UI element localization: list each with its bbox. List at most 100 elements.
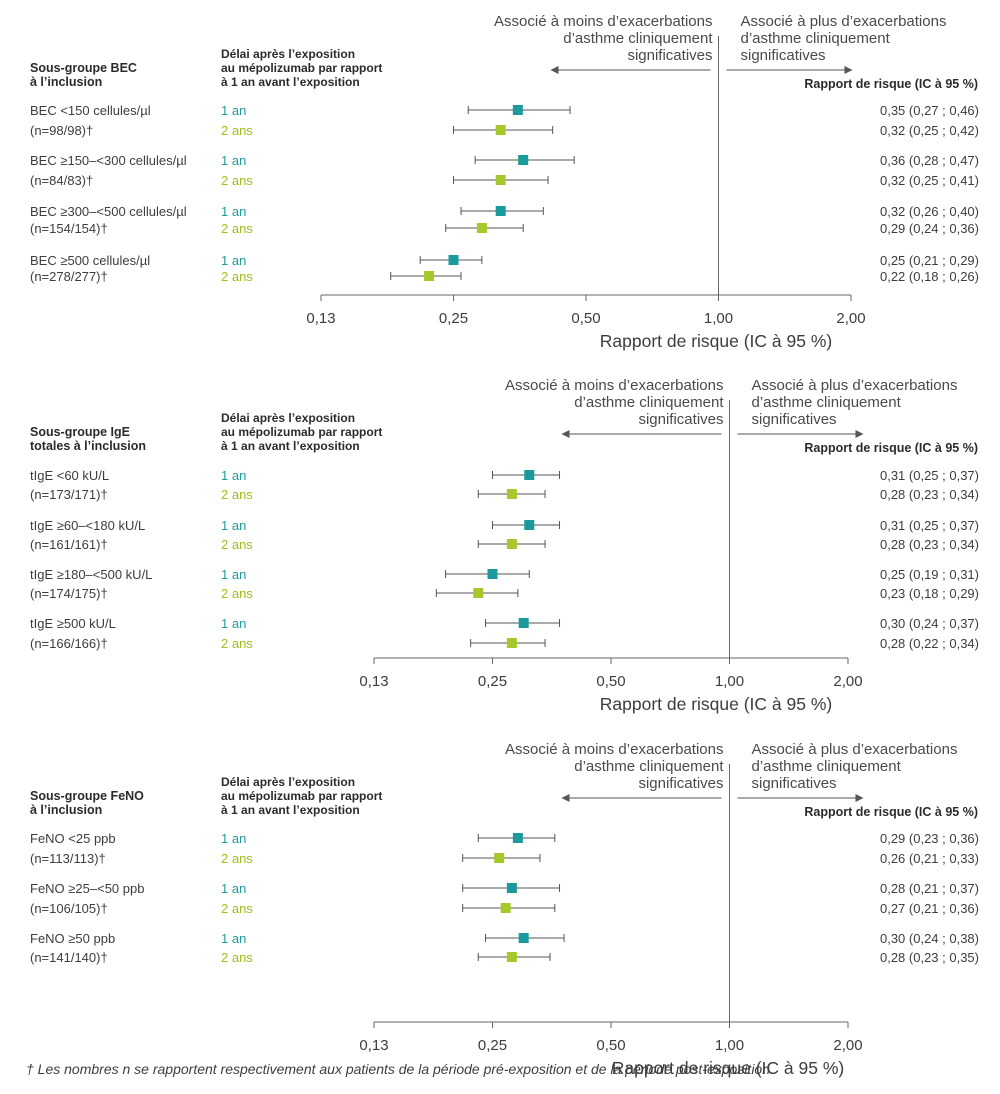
subgroup-label: BEC ≥500 cellules/µl [30,253,150,268]
hazard-ratio-point [506,489,517,499]
time-label: 2 ans [221,537,253,552]
x-axis-tick-label: 0,50 [596,1037,625,1054]
time-label: 2 ans [221,851,253,866]
time-label: 2 ans [221,123,253,138]
time-header: à 1 an avant l’exposition [221,439,360,453]
subgroup-header: à l’inclusion [30,803,102,817]
time-label: 1 an [221,103,246,118]
hazard-ratio-point [473,588,484,598]
hazard-ratio-value: 0,32 (0,25 ; 0,41) [880,173,979,188]
right-direction-text: d’asthme cliniquement [752,394,902,411]
right-arrow-head [855,430,864,438]
hazard-ratio-point [524,520,535,530]
hazard-ratio-value: 0,23 (0,18 ; 0,29) [880,586,979,601]
subgroup-header: totales à l’inclusion [30,439,146,453]
time-header: Délai après l’exposition [221,411,355,425]
right-arrow-head [855,794,864,802]
hazard-ratio-value: 0,30 (0,24 ; 0,38) [880,931,979,946]
subgroup-label: BEC ≥150–<300 cellules/µl [30,153,187,168]
right-direction-text: significatives [752,411,837,428]
hazard-ratio-point [495,175,506,185]
subgroup-label: tIgE <60 kU/L [30,468,109,483]
hazard-ratio-value: 0,25 (0,21 ; 0,29) [880,253,979,268]
footnote: † Les nombres n se rapportent respective… [26,1061,774,1077]
left-direction-text: d’asthme cliniquement [574,758,724,775]
left-direction-text: Associé à moins d’exacerbations [505,741,723,758]
time-header: Délai après l’exposition [221,775,355,789]
time-label: 2 ans [221,586,253,601]
hazard-ratio-value: 0,32 (0,25 ; 0,42) [880,123,979,138]
hazard-ratio-value: 0,35 (0,27 ; 0,46) [880,103,979,118]
hazard-ratio-value: 0,31 (0,25 ; 0,37) [880,518,979,533]
x-axis-tick-label: 0,13 [359,1037,388,1054]
right-arrow-head [844,66,853,74]
x-axis-tick-label: 0,50 [571,310,600,327]
x-axis-tick-label: 2,00 [836,310,865,327]
subgroup-n: (n=154/154)† [30,221,108,236]
hazard-ratio-value: 0,25 (0,19 ; 0,31) [880,567,979,582]
hazard-ratio-point [518,155,529,165]
time-label: 1 an [221,253,246,268]
x-axis-tick-label: 1,00 [715,1037,744,1054]
left-direction-text: significatives [638,775,723,792]
hazard-ratio-value: 0,26 (0,21 ; 0,33) [880,851,979,866]
time-header: Délai après l’exposition [221,47,355,61]
subgroup-label: FeNO ≥50 ppb [30,931,115,946]
subgroup-n: (n=174/175)† [30,586,108,601]
x-axis-tick-label: 2,00 [833,673,862,690]
hazard-ratio-point [518,933,529,943]
hazard-ratio-point [506,539,517,549]
time-label: 1 an [221,881,246,896]
subgroup-n: (n=98/98)† [30,123,93,138]
time-label: 2 ans [221,487,253,502]
left-arrow-head [561,794,570,802]
left-direction-text: significatives [627,47,712,64]
x-axis-tick-label: 2,00 [833,1037,862,1054]
subgroup-label: tIgE ≥60–<180 kU/L [30,518,145,533]
subgroup-label: BEC <150 cellules/µl [30,103,151,118]
right-direction-text: Associé à plus d’exacerbations [752,377,958,394]
forest-panel-2: Associé à moins d’exacerbationsd’asthme … [30,377,979,714]
subgroup-n: (n=141/140)† [30,950,108,965]
left-direction-text: d’asthme cliniquement [574,394,724,411]
hazard-ratio-value: 0,29 (0,24 ; 0,36) [880,221,979,236]
x-axis-tick-label: 1,00 [715,673,744,690]
subgroup-label: FeNO ≥25–<50 ppb [30,881,144,896]
x-axis-tick-label: 0,25 [439,310,468,327]
hazard-ratio-value: 0,31 (0,25 ; 0,37) [880,468,979,483]
time-label: 1 an [221,567,246,582]
subgroup-n: (n=278/277)† [30,269,108,284]
subgroup-n: (n=106/105)† [30,901,108,916]
hazard-ratio-value: 0,28 (0,22 ; 0,34) [880,636,979,651]
left-direction-text: Associé à moins d’exacerbations [505,377,723,394]
time-header: à 1 an avant l’exposition [221,75,360,89]
right-direction-text: d’asthme cliniquement [752,758,902,775]
hazard-ratio-point [487,569,498,579]
subgroup-n: (n=84/83)† [30,173,93,188]
time-label: 2 ans [221,950,253,965]
subgroup-header: à l’inclusion [30,75,102,89]
time-label: 1 an [221,204,246,219]
hazard-ratio-point [495,206,506,216]
time-label: 1 an [221,518,246,533]
time-label: 2 ans [221,269,253,284]
x-axis-tick-label: 0,50 [596,673,625,690]
forest-panel-3: Associé à moins d’exacerbationsd’asthme … [30,741,979,1078]
hazard-ratio-point [512,105,523,115]
x-axis-tick-label: 1,00 [704,310,733,327]
hazard-ratio-point [476,223,487,233]
time-header: au mépolizumab par rapport [221,425,382,439]
subgroup-label: FeNO <25 ppb [30,831,116,846]
time-label: 1 an [221,468,246,483]
right-direction-text: Associé à plus d’exacerbations [741,13,947,30]
hazard-ratio-point [494,853,505,863]
x-axis-tick-label: 0,25 [478,1037,507,1054]
right-direction-text: significatives [741,47,826,64]
hazard-ratio-header: Rapport de risque (IC à 95 %) [804,77,978,91]
time-header: au mépolizumab par rapport [221,789,382,803]
x-axis-tick-label: 0,13 [359,673,388,690]
hazard-ratio-point [506,952,517,962]
hazard-ratio-value: 0,28 (0,23 ; 0,34) [880,537,979,552]
time-label: 2 ans [221,901,253,916]
